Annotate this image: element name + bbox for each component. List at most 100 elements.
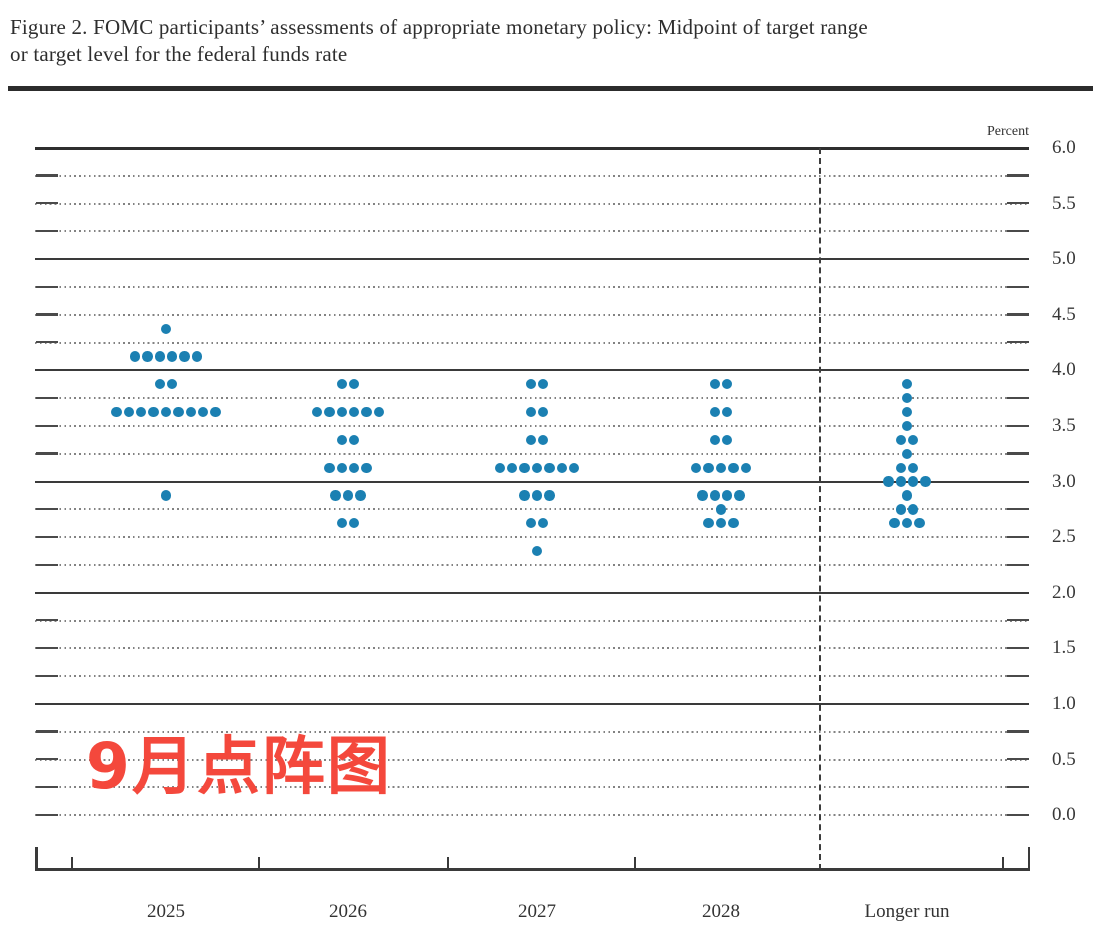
- y-tick-label-4.0: 4.0: [1052, 359, 1076, 381]
- projection-dot: [709, 490, 720, 501]
- dots-2026-3.625: [311, 406, 385, 418]
- projection-dot: [709, 434, 720, 446]
- gridline-5.50: [35, 202, 1029, 205]
- right-tick-0.50: [1007, 758, 1029, 761]
- x-category-label-2027: 2027: [518, 901, 556, 922]
- left-tick-5.75: [36, 174, 58, 177]
- gridline-5.25: [35, 229, 1029, 233]
- projection-dot: [123, 406, 134, 418]
- projection-dot: [721, 406, 733, 418]
- gridline-2.25: [35, 563, 1029, 566]
- dots-2028-2.875: [697, 490, 745, 501]
- y-tick-label-3.5: 3.5: [1052, 415, 1076, 436]
- projection-dot: [715, 504, 727, 515]
- projection-dot: [191, 351, 203, 362]
- projection-dot: [330, 490, 341, 501]
- left-tick-4.50: [36, 313, 58, 316]
- right-tick-5.50: [1007, 202, 1029, 205]
- projection-dot: [537, 518, 549, 529]
- projection-dot: [715, 462, 727, 473]
- left-tick-0.75: [36, 730, 58, 733]
- projection-dot: [148, 406, 159, 418]
- dots-2027-3.875: [525, 379, 549, 390]
- projection-dot: [361, 462, 372, 473]
- dots-longer-run-3.375: [895, 434, 919, 446]
- gridline-4.25: [35, 341, 1029, 344]
- projection-dot: [907, 504, 919, 515]
- gridline-0.25: [35, 785, 1029, 789]
- gridline-5.00: [35, 258, 1029, 261]
- projection-dot: [721, 379, 733, 390]
- projection-dot: [197, 406, 209, 418]
- longer-run-separator-dashed-line: [819, 148, 821, 870]
- right-tick-5.25: [1007, 229, 1029, 233]
- dots-2027-2.625: [525, 518, 549, 529]
- projection-dot: [336, 379, 347, 390]
- right-tick-3.25: [1007, 452, 1029, 455]
- projection-dot: [154, 379, 165, 390]
- left-tick-3.50: [36, 424, 58, 427]
- projection-dot: [537, 434, 549, 446]
- left-tick-5.25: [36, 229, 58, 233]
- gridline-1.00: [35, 703, 1029, 705]
- gridline-2.50: [35, 535, 1029, 539]
- gridline-3.00: [35, 480, 1029, 483]
- projection-dot: [348, 518, 360, 529]
- projection-dot: [531, 462, 543, 473]
- axis-corner-right: [1027, 847, 1030, 871]
- projection-dot: [348, 462, 360, 473]
- plot-area: [35, 147, 1029, 870]
- projection-dot: [715, 518, 727, 529]
- right-tick-2.75: [1007, 507, 1029, 511]
- dots-2025-3.875: [154, 379, 178, 390]
- x-axis-tick-2: [447, 857, 449, 871]
- projection-dot: [721, 490, 733, 501]
- right-tick-3.50: [1007, 424, 1029, 427]
- right-tick-3.75: [1007, 396, 1029, 400]
- x-category-label-longer-run: Longer run: [864, 901, 950, 922]
- y-tick-label-6.0: 6.0: [1052, 137, 1076, 158]
- projection-dot: [691, 462, 702, 473]
- projection-dot: [901, 379, 913, 390]
- y-tick-label-0.5: 0.5: [1052, 748, 1076, 770]
- projection-dot: [531, 545, 543, 557]
- dots-2025-4.125: [129, 351, 203, 362]
- dots-2028-2.75: [715, 504, 727, 515]
- gridline-6.00: [35, 147, 1029, 150]
- dots-2028-3.125: [691, 462, 751, 473]
- projection-dot: [697, 490, 708, 501]
- projection-dot: [728, 462, 739, 473]
- projection-dot: [901, 420, 913, 432]
- projection-dot: [361, 406, 372, 418]
- dots-2026-2.875: [330, 490, 366, 501]
- dots-longer-run-3: [883, 476, 931, 487]
- projection-dot: [525, 379, 536, 390]
- projection-dot: [544, 490, 555, 501]
- projection-dot: [160, 490, 172, 501]
- gridline-2.75: [35, 507, 1029, 511]
- right-tick-1.75: [1007, 619, 1029, 622]
- title-divider: [8, 86, 1093, 91]
- left-tick-2.50: [36, 535, 58, 539]
- dots-longer-run-2.75: [895, 504, 919, 515]
- y-tick-label-2.5: 2.5: [1052, 526, 1076, 548]
- projection-dot: [142, 351, 153, 362]
- projection-dot: [544, 462, 555, 473]
- x-category-label-2025: 2025: [147, 901, 185, 922]
- y-tick-label-2.0: 2.0: [1052, 581, 1076, 603]
- projection-dot: [129, 351, 141, 362]
- projection-dot: [348, 379, 360, 390]
- projection-dot: [895, 434, 906, 446]
- left-tick-1.75: [36, 619, 58, 622]
- y-tick-label-5.5: 5.5: [1052, 192, 1076, 214]
- projection-dot: [336, 462, 347, 473]
- gridline-0.00: [35, 813, 1029, 817]
- x-axis-tick-4: [1002, 857, 1004, 871]
- right-tick-4.25: [1007, 341, 1029, 344]
- x-category-label-2028: 2028: [702, 901, 740, 922]
- projection-dot: [703, 518, 714, 529]
- dots-2027-3.125: [494, 462, 580, 473]
- left-tick-1.25: [36, 674, 58, 678]
- projection-dot: [537, 406, 549, 418]
